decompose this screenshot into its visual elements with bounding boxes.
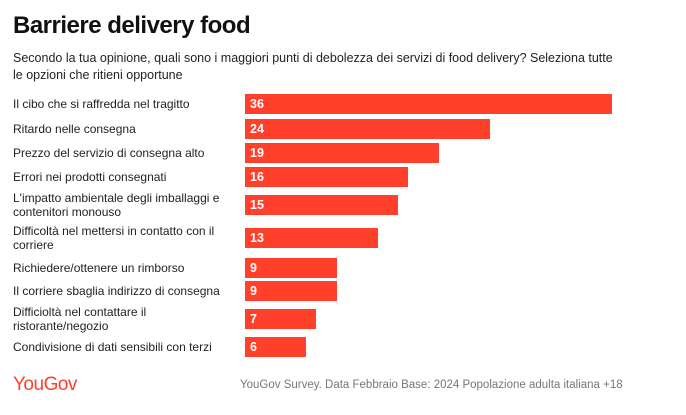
source-note: YouGov Survey. Data Febbraio Base: 2024 … (240, 379, 623, 391)
data-label: 16 (250, 170, 264, 184)
category-label: Il corriere sbaglia indirizzo di consegn… (13, 284, 220, 298)
bar: 16 (245, 167, 409, 187)
data-label: 24 (250, 122, 264, 136)
category-label: L'impatto ambientale degli imballaggi e … (13, 191, 220, 219)
data-label: 7 (250, 312, 257, 326)
category-label: Richiedere/ottenere un rimborso (13, 261, 185, 275)
bar: 19 (245, 143, 439, 163)
data-label: 36 (250, 97, 264, 111)
bar: 6 (245, 337, 307, 357)
data-label: 9 (250, 284, 257, 298)
bar: 9 (245, 258, 337, 278)
data-label: 15 (250, 198, 264, 212)
category-label: Difficioltà nel contattare il ristorante… (13, 305, 147, 333)
category-label: Errori nei prodotti consegnati (13, 170, 167, 184)
data-label: 13 (250, 231, 264, 245)
category-label: Il cibo che si raffredda nel tragitto (13, 97, 190, 111)
category-label: Difficoltà nel mettersi in contatto con … (13, 224, 215, 252)
category-label: Condivisione di dati sensibili con terzi (13, 340, 212, 354)
bar: 36 (245, 94, 613, 114)
category-label: Ritardo nelle consegna (13, 122, 136, 136)
chart-subtitle: Secondo la tua opinione, quali sono i ma… (13, 51, 613, 82)
chart-title: Barriere delivery food (13, 12, 251, 39)
category-label: Prezzo del servizio di consegna alto (13, 146, 205, 160)
bar: 7 (245, 309, 317, 329)
data-label: 9 (250, 261, 257, 275)
bar: 15 (245, 195, 398, 215)
data-label: 6 (250, 340, 257, 354)
yougov-logo: YouGov (13, 374, 77, 395)
bar: 24 (245, 119, 490, 139)
bar: 9 (245, 281, 337, 301)
data-label: 19 (250, 146, 264, 160)
bar: 13 (245, 228, 378, 248)
